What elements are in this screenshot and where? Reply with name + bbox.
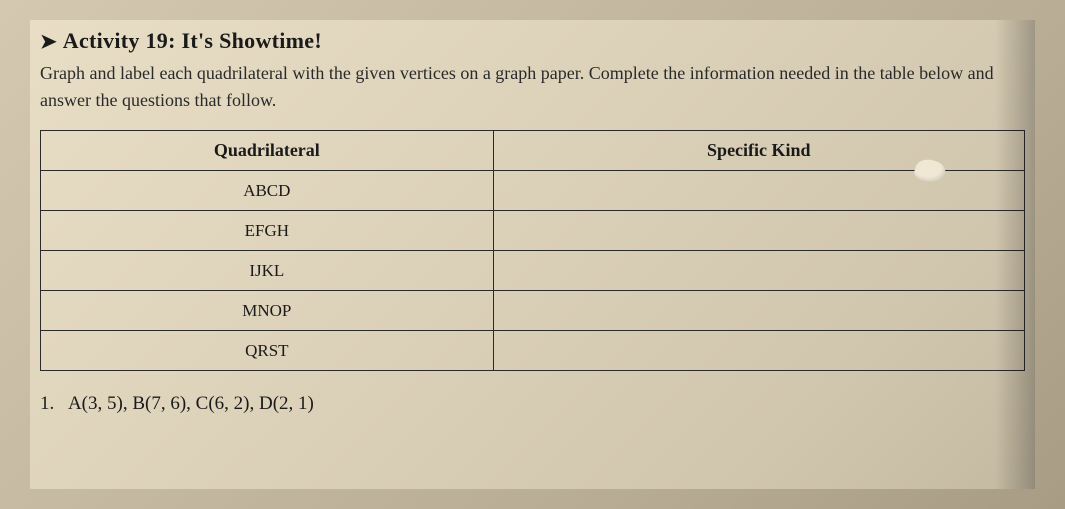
- cell-quadrilateral: QRST: [41, 331, 494, 371]
- cell-quadrilateral: MNOP: [41, 291, 494, 331]
- column-header-quadrilateral: Quadrilateral: [41, 131, 494, 171]
- table-row: MNOP: [41, 291, 1025, 331]
- textbook-page: ➤ Activity 19: It's Showtime! Graph and …: [30, 20, 1035, 489]
- cell-quadrilateral: IJKL: [41, 251, 494, 291]
- cell-specific-kind: [493, 171, 1024, 211]
- table-row: IJKL: [41, 251, 1025, 291]
- question-text: A(3, 5), B(7, 6), C(6, 2), D(2, 1): [68, 393, 314, 414]
- question-1: 1. A(3, 5), B(7, 6), C(6, 2), D(2, 1): [30, 375, 1035, 419]
- cell-quadrilateral: ABCD: [41, 171, 494, 211]
- activity-title: Activity 19: It's Showtime!: [63, 28, 322, 54]
- column-header-specific-kind: Specific Kind: [493, 131, 1024, 171]
- cell-specific-kind: [493, 211, 1024, 251]
- cell-specific-kind: [493, 251, 1024, 291]
- table-row: QRST: [41, 331, 1025, 371]
- table-container: Quadrilateral Specific Kind ABCD EFGH IJ…: [30, 126, 1035, 375]
- table-row: ABCD: [41, 171, 1025, 211]
- cell-specific-kind: [493, 331, 1024, 371]
- instructions-text: Graph and label each quadrilateral with …: [30, 58, 1035, 126]
- activity-header: ➤ Activity 19: It's Showtime!: [30, 20, 1035, 58]
- question-number: 1.: [40, 393, 54, 415]
- cell-quadrilateral: EFGH: [41, 211, 494, 251]
- cell-specific-kind: [493, 291, 1024, 331]
- table-row: EFGH: [41, 211, 1025, 251]
- table-header-row: Quadrilateral Specific Kind: [41, 131, 1025, 171]
- arrow-icon: ➤: [40, 29, 57, 54]
- quadrilateral-table: Quadrilateral Specific Kind ABCD EFGH IJ…: [40, 130, 1025, 371]
